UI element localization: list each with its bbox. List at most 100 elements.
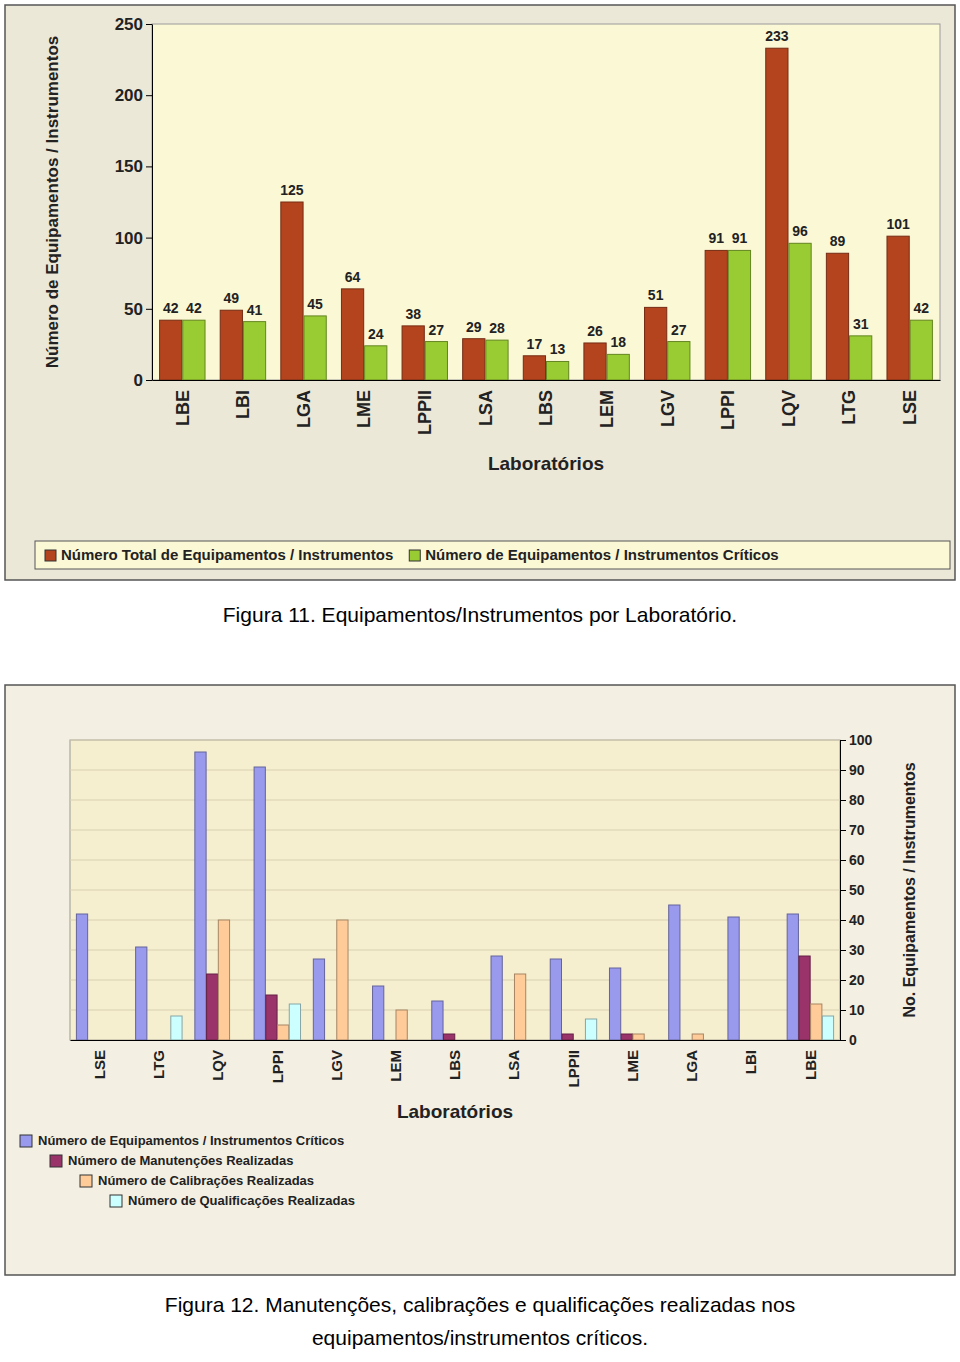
x-tick-label: LGV (658, 390, 678, 427)
x-tick: LBE (802, 1040, 819, 1080)
x-tick: LGA (294, 380, 314, 428)
bars (160, 48, 933, 380)
bar (503, 1040, 514, 1041)
x-tick: LQV (209, 1040, 226, 1081)
x-tick: LGA (683, 1040, 700, 1082)
y-axis-title: Número de Equipamentos / Instrumentos (43, 36, 62, 369)
grid-line (70, 1010, 840, 1011)
bar (680, 1040, 691, 1041)
y-tick-mark (840, 890, 846, 891)
data-label: 125 (280, 182, 304, 198)
bar (147, 1040, 158, 1041)
grid-line (70, 740, 840, 741)
bar (337, 920, 348, 1040)
caption-line: equipamentos/instrumentos críticos. (312, 1326, 648, 1349)
legend-label: Número de Calibrações Realizadas (98, 1173, 314, 1188)
y-tick-mark (840, 1010, 846, 1011)
x-tick: LPPII (565, 1040, 582, 1088)
bar (609, 968, 620, 1040)
grid (70, 740, 840, 1040)
data-label: 38 (405, 306, 421, 322)
bar (396, 1010, 407, 1040)
y-tick-mark (840, 860, 846, 861)
bar (645, 1040, 656, 1041)
y-tick-mark (146, 166, 152, 167)
bar (463, 339, 485, 380)
y-tick: 20 (840, 972, 865, 988)
data-label: 17 (527, 336, 543, 352)
x-tick-label: LSA (476, 390, 496, 426)
legend-frame (35, 541, 950, 569)
y-tick: 100 (115, 229, 152, 248)
legend-swatch (20, 1135, 32, 1147)
data-label: 96 (792, 223, 808, 239)
bar (183, 320, 205, 380)
y-tick: 0 (134, 371, 152, 390)
x-axis-title: Laboratórios (397, 1101, 513, 1122)
bar (486, 340, 508, 380)
bar (313, 959, 324, 1040)
bar (373, 986, 384, 1040)
data-label: 89 (830, 233, 846, 249)
x-tick-label: LPPII (415, 390, 435, 435)
bar (243, 322, 265, 380)
bar (402, 326, 424, 380)
chart: 4249125643829172651912338910142414524272… (5, 5, 955, 580)
y-tick-label: 20 (849, 972, 865, 988)
legend-label: Número de Qualificações Realizadas (128, 1193, 355, 1208)
bar (230, 1040, 241, 1041)
bar (705, 250, 727, 380)
y-tick-mark (840, 1040, 846, 1041)
x-tick: LBS (446, 1040, 463, 1080)
bar (585, 1019, 596, 1040)
x-tick-label: LME (624, 1050, 641, 1082)
x-tick-label: LBE (173, 390, 193, 426)
x-tick-label: LPPI (269, 1050, 286, 1083)
bar (607, 354, 629, 380)
bar (325, 1040, 336, 1041)
bar (789, 243, 811, 380)
bar (514, 974, 525, 1040)
x-tick: LGV (658, 380, 678, 427)
y-tick: 150 (115, 157, 152, 176)
bar (728, 250, 750, 380)
bar (887, 236, 909, 380)
bar (100, 1040, 111, 1041)
bar (220, 310, 242, 380)
grid-line (70, 980, 840, 981)
y-tick: 50 (124, 300, 152, 319)
bars (76, 752, 833, 1040)
x-tick: LEM (387, 1040, 404, 1082)
y-tick-mark (146, 238, 152, 239)
caption: Figura 11. Equipamentos/Instrumentos por… (223, 603, 737, 626)
bar (574, 1040, 585, 1041)
legend: Número Total de Equipamentos / Instrumen… (35, 541, 950, 569)
x-tick: LTG (150, 1040, 167, 1079)
bar (787, 914, 798, 1040)
y-tick-mark (146, 380, 152, 381)
y-tick: 70 (840, 822, 865, 838)
x-tick-label: LSE (91, 1050, 108, 1079)
data-label: 27 (429, 322, 445, 338)
bar (365, 346, 387, 380)
grid-line (70, 890, 840, 891)
data-label: 49 (224, 290, 240, 306)
bar (218, 920, 229, 1040)
bar (467, 1040, 478, 1041)
y-tick-label: 200 (115, 86, 143, 105)
data-label: 42 (913, 300, 929, 316)
caption-line: Figura 11. Equipamentos/Instrumentos por… (223, 603, 737, 626)
bar (207, 974, 218, 1040)
bar (76, 914, 87, 1040)
y-axis-title: No. Equipamentos / Instrumentos (901, 762, 918, 1017)
data-label: 51 (648, 287, 664, 303)
data-label: 27 (671, 322, 687, 338)
bar (704, 1040, 715, 1041)
legend-label: Número de Equipamentos / Instrumentos Cr… (425, 546, 778, 563)
bar (523, 356, 545, 380)
x-tick: LSA (476, 380, 496, 426)
legend-label: Número de Manutenções Realizadas (68, 1153, 293, 1168)
bar (432, 1001, 443, 1040)
bar (550, 959, 561, 1040)
bar (349, 1040, 360, 1041)
